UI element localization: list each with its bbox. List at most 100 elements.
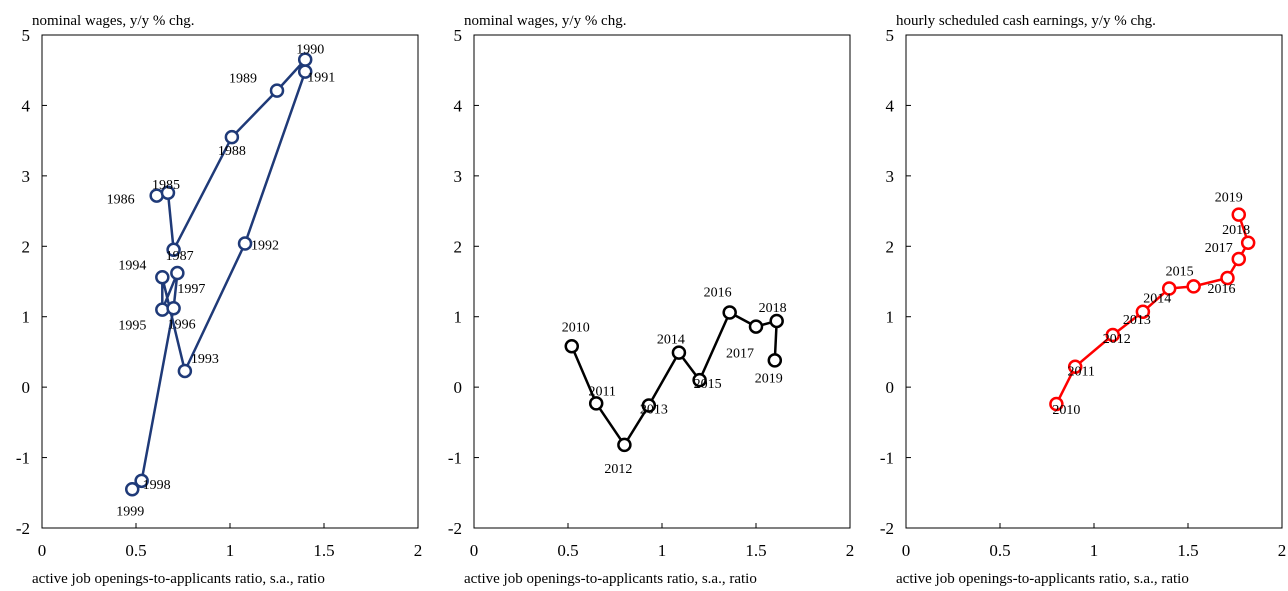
data-label-1988: 1988: [218, 144, 246, 159]
y-tick-label: 3: [886, 167, 895, 186]
data-point-2014: [671, 345, 687, 360]
data-point-1988: [224, 129, 240, 145]
data-label-2012: 2012: [604, 462, 632, 477]
data-point-2015: [692, 372, 707, 388]
data-point-2011: [1067, 359, 1083, 374]
x-tick-label: 0: [38, 541, 47, 560]
data-point-1993: [177, 363, 193, 379]
y-tick-label: 0: [886, 378, 895, 397]
y-tick-label: 5: [886, 26, 895, 45]
data-label-2011: 2011: [1067, 365, 1094, 380]
data-point-2016: [1220, 270, 1235, 286]
data-point-2013: [641, 398, 657, 413]
y-tick-label: 2: [454, 237, 463, 256]
data-label-2018: 2018: [759, 301, 787, 316]
plot-frame: [41, 34, 419, 529]
data-point-1989: [269, 83, 285, 98]
data-label-2010: 2010: [1052, 403, 1080, 418]
data-label-1986: 1986: [107, 193, 135, 208]
data-label-1992: 1992: [251, 238, 279, 253]
data-point-2017: [1231, 251, 1247, 267]
y-tick-label: -1: [16, 449, 30, 468]
x-tick-label: 0: [470, 541, 479, 560]
y-tick-label: 2: [22, 237, 31, 256]
data-point-2019: [1231, 207, 1247, 222]
data-label-1990: 1990: [296, 43, 324, 58]
data-label-2019: 2019: [1215, 191, 1243, 206]
y-axis-title: hourly scheduled cash earnings, y/y % ch…: [896, 13, 1156, 29]
data-label-1985: 1985: [152, 178, 180, 193]
series-line: [570, 311, 778, 447]
x-axis-title: active job openings-to-applicants ratio,…: [464, 571, 757, 586]
data-label-2017: 2017: [1205, 241, 1233, 256]
x-tick-label: 1: [658, 541, 667, 560]
data-point-2018: [1240, 235, 1256, 251]
data-label-2013: 2013: [640, 402, 668, 417]
data-label-1998: 1998: [143, 478, 171, 493]
data-point-1996: [166, 301, 181, 316]
x-tick-label: 2: [414, 541, 423, 560]
data-label-2014: 2014: [657, 333, 685, 348]
data-label-1989: 1989: [229, 72, 257, 87]
y-tick-label: -2: [16, 519, 30, 538]
y-tick-label: 1: [454, 308, 463, 327]
data-label-2015: 2015: [694, 377, 722, 392]
y-tick-label: 5: [454, 26, 463, 45]
data-point-2019: [767, 353, 783, 368]
data-label-2018: 2018: [1222, 223, 1250, 238]
y-tick-label: -1: [448, 449, 462, 468]
x-tick-label: 2: [1278, 541, 1287, 560]
x-tick-label: 0: [902, 541, 911, 560]
data-label-1996: 1996: [168, 317, 196, 332]
data-point-2011: [588, 396, 604, 411]
data-label-2017: 2017: [726, 347, 754, 362]
x-tick-label: 1: [226, 541, 235, 560]
data-point-2013: [1135, 304, 1151, 320]
y-tick-label: 5: [22, 26, 31, 45]
data-label-2016: 2016: [704, 285, 732, 300]
data-label-1994: 1994: [118, 258, 146, 273]
x-tick-label: 1.5: [1177, 541, 1198, 560]
y-tick-label: 1: [886, 308, 895, 327]
data-point-2010: [1049, 396, 1064, 412]
y-tick-label: -1: [880, 449, 894, 468]
data-label-2010: 2010: [562, 320, 590, 335]
data-point-1997: [170, 265, 185, 281]
y-tick-label: -2: [880, 519, 894, 538]
data-point-2016: [722, 305, 737, 320]
x-axis-title: active job openings-to-applicants ratio,…: [32, 571, 325, 586]
x-tick-label: 1: [1090, 541, 1099, 560]
chart-panel-1: nominal wages, y/y % chg. -2 -1 0 1 2 3 4 5 0 0.5 1…: [16, 13, 423, 587]
data-point-1998: [134, 473, 149, 489]
data-label-2016: 2016: [1207, 282, 1235, 297]
data-label-1995: 1995: [118, 319, 146, 334]
data-label-1987: 1987: [166, 249, 194, 264]
data-label-2019: 2019: [755, 371, 783, 386]
y-tick-label: 2: [886, 237, 895, 256]
data-point-2017: [748, 319, 764, 334]
data-point-2015: [1186, 279, 1201, 294]
data-label-1991: 1991: [307, 71, 335, 86]
x-tick-label: 0.5: [989, 541, 1010, 560]
data-point-2010: [564, 339, 580, 354]
y-tick-label: 3: [454, 167, 463, 186]
data-point-2018: [769, 313, 784, 329]
y-tick-label: 4: [454, 96, 463, 115]
plot-frame: [473, 34, 851, 529]
y-tick-label: 3: [22, 167, 31, 186]
y-tick-label: 4: [22, 96, 31, 115]
x-tick-label: 0.5: [125, 541, 146, 560]
data-label-1993: 1993: [191, 352, 219, 367]
data-label-2012: 2012: [1103, 332, 1131, 347]
data-point-1985: [160, 185, 176, 201]
x-tick-label: 1.5: [313, 541, 334, 560]
data-point-2012: [617, 437, 632, 453]
series-line: [1055, 214, 1250, 405]
x-axis-title: active job openings-to-applicants ratio,…: [896, 571, 1189, 586]
chart-panel-2: nominal wages, y/y % chg. -2 -1 0 1 2 3 4 5 0 0.5 1…: [448, 13, 854, 587]
data-label-1997: 1997: [177, 282, 205, 297]
x-tick-label: 1.5: [745, 541, 766, 560]
data-label-2014: 2014: [1143, 292, 1171, 307]
